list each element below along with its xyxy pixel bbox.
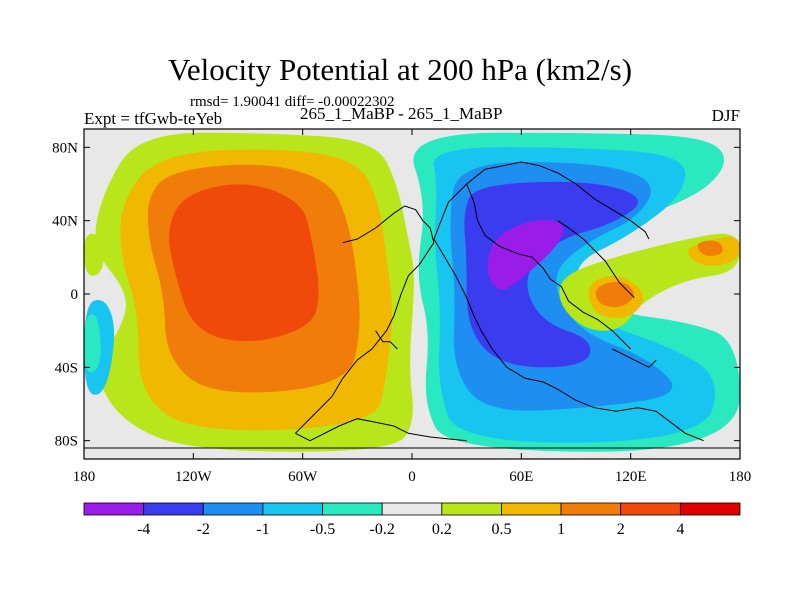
x-tick-label: 60W	[288, 469, 318, 485]
y-tick-label: 80S	[55, 434, 78, 450]
y-tick-label: 40S	[55, 360, 78, 376]
coastlines	[84, 161, 740, 449]
coastline-segment	[375, 330, 398, 350]
chart-title: Velocity Potential at 200 hPa (km2/s)	[167, 52, 633, 87]
colorbar-label: -2	[197, 521, 210, 538]
y-tick-label: 80N	[52, 140, 78, 156]
colorbar-label: 0.2	[432, 521, 452, 538]
stats-line: rmsd= 1.90041 diff= -0.00022302	[190, 94, 395, 110]
colorbar: -4 -2 -1 -0.5 -0.2 0.2 0.5 1 2 4	[83, 502, 741, 538]
colorbar-label: 4	[676, 521, 684, 538]
colorbar-swatch	[560, 502, 622, 516]
contour-band	[84, 314, 101, 373]
coastline-segment	[557, 220, 635, 299]
y-tick-label: 0	[71, 287, 79, 303]
y-axis: 80N 40N 0 40S 80S	[52, 140, 740, 450]
colorbar-label: -4	[137, 521, 150, 538]
colorbar-swatch	[143, 502, 204, 516]
y-tick-label: 40N	[52, 214, 78, 230]
contour-band	[487, 219, 564, 290]
colorbar-label: 0.5	[491, 521, 511, 538]
colorbar-label: 1	[557, 521, 565, 538]
case-label: 265_1_MaBP - 265_1_MaBP	[300, 104, 503, 123]
season-label: DJF	[711, 106, 740, 125]
colorbar-label: -1	[256, 521, 269, 538]
contour-band	[169, 184, 319, 342]
x-tick-label: 180	[729, 469, 752, 485]
colorbar-swatch	[381, 502, 443, 516]
colorbar-swatch	[441, 502, 502, 516]
coastline-segment	[433, 161, 650, 240]
x-tick-label: 120E	[615, 469, 647, 485]
coastline-segment	[295, 205, 435, 434]
colorbar-swatch	[501, 502, 562, 516]
contour-band	[464, 181, 638, 368]
coastline-segment	[433, 238, 704, 442]
experiment-label: Expt = tfGwb-teYeb	[84, 109, 223, 128]
colorbar-label: 2	[617, 521, 625, 538]
x-axis: 180 120W 60W 0 60E 120E 180	[73, 129, 752, 485]
x-tick-label: 180	[73, 469, 96, 485]
colorbar-label: -0.2	[370, 521, 395, 538]
x-tick-label: 60E	[509, 469, 533, 485]
colorbar-swatch	[202, 502, 264, 516]
colorbar-swatch	[322, 502, 383, 516]
colorbar-swatch	[679, 502, 741, 516]
coastline-segment	[466, 183, 632, 350]
x-tick-label: 120W	[175, 469, 213, 485]
colorbar-label: -0.5	[310, 521, 335, 538]
coastline-segment	[612, 348, 657, 368]
colorbar-swatch	[262, 502, 323, 516]
coastline-segment	[295, 418, 467, 442]
contour-band	[84, 233, 105, 276]
contour-field	[84, 132, 740, 452]
contour-band	[697, 240, 723, 256]
x-tick-label: 0	[408, 469, 416, 485]
colorbar-swatch	[83, 502, 145, 516]
colorbar-swatch	[620, 502, 681, 516]
